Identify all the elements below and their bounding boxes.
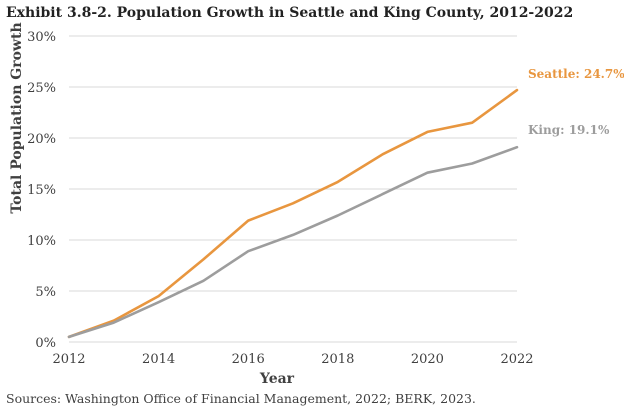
x-tick-label: 2014 [142, 352, 175, 367]
x-tick-label: 2020 [411, 352, 444, 367]
chart-title: Exhibit 3.8-2. Population Growth in Seat… [6, 5, 573, 21]
x-axis-ticks: 2012 2014 2016 2018 2020 2022 [52, 352, 533, 367]
y-tick-label: 20% [27, 132, 56, 147]
end-label-king: King: 19.1% [528, 123, 610, 137]
series-end-labels: Seattle: 24.7% King: 19.1% [528, 67, 624, 137]
y-axis-title: Total Population Growth [9, 22, 25, 213]
end-label-seattle: Seattle: 24.7% [528, 67, 624, 81]
y-tick-label: 30% [27, 30, 56, 45]
x-tick-label: 2012 [52, 352, 85, 367]
x-tick-label: 2018 [321, 352, 354, 367]
x-tick-label: 2016 [232, 352, 265, 367]
y-tick-label: 5% [35, 285, 56, 300]
x-axis-title: Year [259, 371, 295, 387]
y-tick-label: 25% [27, 81, 56, 96]
source-note: Sources: Washington Office of Financial … [6, 391, 476, 406]
series-line-king [67, 145, 519, 339]
series-lines [67, 88, 519, 339]
y-tick-label: 10% [27, 234, 56, 249]
y-tick-label: 15% [27, 183, 56, 198]
x-tick-label: 2022 [500, 352, 533, 367]
y-axis-ticks: 0% 5% 10% 15% 20% 25% 30% [27, 30, 56, 351]
series-line-seattle [67, 88, 519, 339]
y-tick-label: 0% [35, 336, 56, 351]
gridlines [69, 35, 517, 343]
